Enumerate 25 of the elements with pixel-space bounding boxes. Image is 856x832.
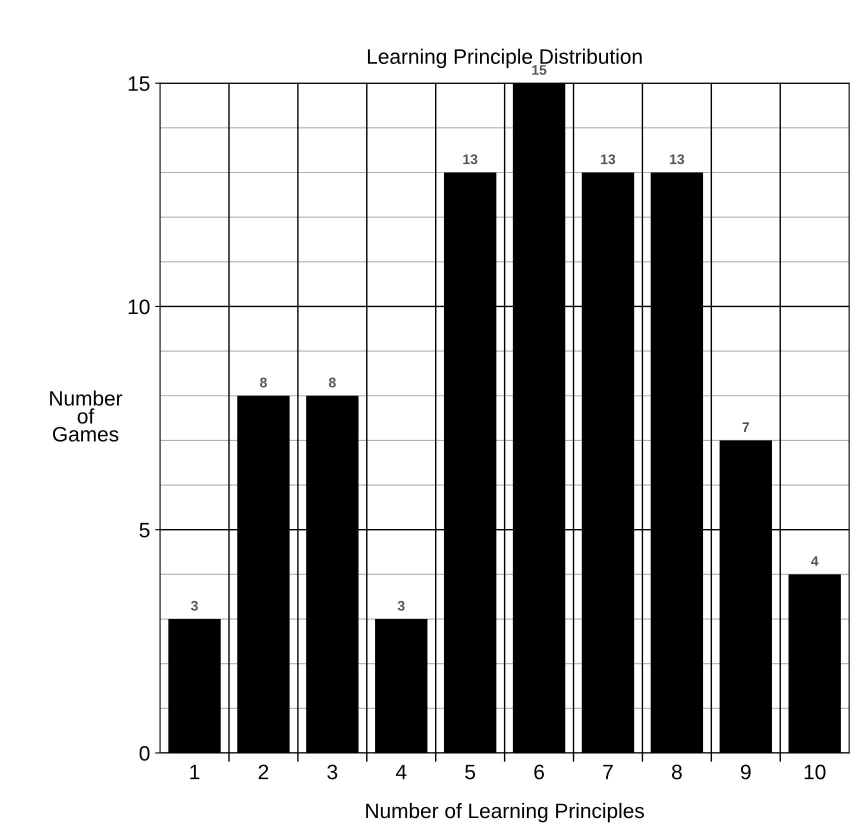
x-tick-label: 7 (603, 764, 613, 780)
y-tick-label: 5 (140, 522, 150, 538)
x-tick-label: 9 (740, 764, 751, 780)
x-tick-label: 4 (396, 764, 406, 780)
data-label: 13 (463, 154, 478, 164)
data-label: 8 (260, 378, 267, 388)
x-tick-label: 10 (804, 764, 826, 780)
data-label: 3 (398, 600, 405, 611)
x-tick-label: 6 (534, 764, 544, 780)
data-label: 8 (328, 378, 336, 388)
x-tick-label: 3 (327, 764, 338, 780)
x-tick-label: 1 (190, 764, 200, 780)
x-axis-title: Number of Learning Principles (366, 802, 644, 822)
data-label: 4 (811, 556, 818, 566)
x-tick-label: 5 (465, 764, 476, 780)
y-tick-label: 15 (128, 76, 150, 91)
data-label: 13 (601, 154, 616, 164)
data-label: 7 (742, 422, 750, 432)
data-label: 13 (670, 154, 684, 164)
x-tick-label: 2 (258, 764, 268, 780)
y-axis-title: Number of Games (50, 390, 122, 442)
data-label: 3 (190, 600, 198, 611)
y-tick-label: 0 (140, 746, 150, 761)
x-tick-label: 8 (672, 764, 682, 780)
y-tick-label: 10 (128, 299, 150, 314)
